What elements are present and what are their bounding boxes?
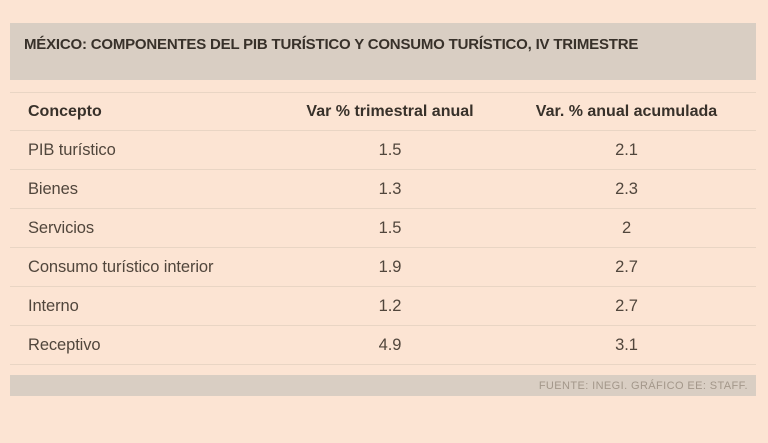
row-var-trimestral: 1.9 bbox=[283, 247, 497, 287]
table-row: Receptivo 4.9 3.1 bbox=[10, 325, 756, 365]
row-var-trimestral: 4.9 bbox=[283, 325, 497, 365]
column-header-var-trimestral: Var % trimestral anual bbox=[283, 92, 497, 131]
row-var-acumulada: 2.3 bbox=[497, 169, 756, 209]
table-row: Servicios 1.5 2 bbox=[10, 208, 756, 248]
row-var-acumulada: 2.7 bbox=[497, 247, 756, 287]
row-concepto: Bienes bbox=[10, 169, 283, 209]
source-text: FUENTE: INEGI. GRÁFICO EE: STAFF. bbox=[538, 379, 748, 392]
row-var-trimestral: 1.5 bbox=[283, 130, 497, 170]
source-bar: FUENTE: INEGI. GRÁFICO EE: STAFF. bbox=[10, 375, 756, 396]
data-table: Concepto Var % trimestral anual Var. % a… bbox=[10, 92, 756, 365]
table-header-row: Concepto Var % trimestral anual Var. % a… bbox=[10, 92, 756, 131]
page-title: MÉXICO: COMPONENTES DEL PIB TURÍSTICO Y … bbox=[24, 35, 639, 53]
title-bar: MÉXICO: COMPONENTES DEL PIB TURÍSTICO Y … bbox=[10, 23, 756, 80]
row-var-acumulada: 2.1 bbox=[497, 130, 756, 170]
table-row: Interno 1.2 2.7 bbox=[10, 286, 756, 326]
table-row: Consumo turístico interior 1.9 2.7 bbox=[10, 247, 756, 287]
row-concepto: PIB turístico bbox=[10, 130, 283, 170]
row-concepto: Receptivo bbox=[10, 325, 283, 365]
column-header-concepto: Concepto bbox=[10, 92, 283, 131]
column-header-var-acumulada: Var. % anual acumulada bbox=[497, 92, 756, 131]
row-var-trimestral: 1.5 bbox=[283, 208, 497, 248]
row-concepto: Servicios bbox=[10, 208, 283, 248]
row-var-trimestral: 1.3 bbox=[283, 169, 497, 209]
table-row: PIB turístico 1.5 2.1 bbox=[10, 130, 756, 170]
table-row: Bienes 1.3 2.3 bbox=[10, 169, 756, 209]
row-var-trimestral: 1.2 bbox=[283, 286, 497, 326]
row-var-acumulada: 2 bbox=[497, 208, 756, 248]
row-concepto: Interno bbox=[10, 286, 283, 326]
infographic-canvas: MÉXICO: COMPONENTES DEL PIB TURÍSTICO Y … bbox=[0, 23, 768, 443]
row-var-acumulada: 2.7 bbox=[497, 286, 756, 326]
row-concepto: Consumo turístico interior bbox=[10, 247, 283, 287]
row-var-acumulada: 3.1 bbox=[497, 325, 756, 365]
